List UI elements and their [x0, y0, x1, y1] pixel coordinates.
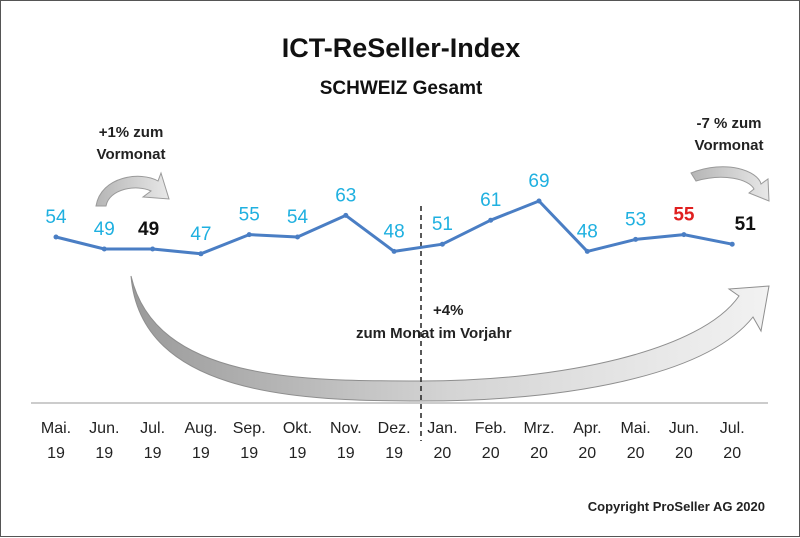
- month-change-arrow: [95, 171, 170, 207]
- data-label: 51: [432, 214, 453, 235]
- data-label: 55: [239, 205, 260, 226]
- data-point: [295, 234, 300, 240]
- data-point: [343, 212, 349, 218]
- x-tick-label: 20: [578, 445, 596, 462]
- data-point: [101, 246, 107, 252]
- x-tick-label: 19: [47, 445, 65, 462]
- data-label: 63: [335, 185, 356, 206]
- x-tick-label: 20: [530, 445, 548, 462]
- month-change-annotation-end: -7 % zum Vormonat: [695, 115, 764, 154]
- data-label: 53: [625, 209, 646, 230]
- data-label: 61: [480, 190, 501, 211]
- x-tick-label: Feb.: [475, 420, 507, 437]
- x-tick-label: Nov.: [330, 420, 362, 437]
- x-tick-label: 19: [289, 445, 307, 462]
- month-change-annotation: +1% zum Vormonat: [97, 124, 166, 163]
- month-change-line-1: +1% zum: [99, 124, 164, 141]
- data-point: [584, 248, 590, 254]
- x-tick-label: Mai.: [620, 420, 650, 437]
- data-label: 55: [673, 205, 695, 226]
- x-tick-label: Jun.: [669, 420, 699, 437]
- copyright-notice: Copyright ProSeller AG 2020: [588, 499, 765, 514]
- x-tick-label: 19: [385, 445, 403, 462]
- x-tick-label: 20: [675, 445, 693, 462]
- data-point: [729, 241, 735, 247]
- x-tick-label: Mai.: [41, 420, 71, 437]
- data-label: 54: [45, 207, 67, 228]
- month-change-arrow-end: [690, 166, 770, 202]
- data-point: [536, 198, 542, 204]
- x-tick-label: Dez.: [378, 420, 411, 437]
- x-tick-label: 19: [337, 445, 355, 462]
- year-comparison-arrow: [130, 275, 770, 402]
- x-tick-label: Apr.: [573, 420, 601, 437]
- data-marks: 54 49 49 47 55 54 63 48 51 61 69 48 53 55 51: [45, 171, 757, 257]
- data-point: [53, 234, 59, 240]
- x-tick-label: Aug.: [184, 420, 217, 437]
- data-label: 51: [735, 214, 757, 235]
- x-tick-label: Jan.: [427, 420, 457, 437]
- chart-title: ICT-ReSeller-Index: [282, 33, 521, 63]
- x-tick-label: Okt.: [283, 420, 312, 437]
- chart-subtitle: SCHWEIZ Gesamt: [320, 78, 483, 99]
- data-label: 48: [384, 221, 405, 242]
- data-point: [198, 251, 204, 257]
- data-point: [439, 241, 445, 247]
- data-label: 48: [577, 221, 598, 242]
- x-tick-label: 20: [723, 445, 741, 462]
- x-tick-label: 19: [240, 445, 258, 462]
- year-change-annotation: +4% zum Monat im Vorjahr: [356, 302, 512, 342]
- x-tick-label: Jul.: [140, 420, 165, 437]
- x-tick-label: 20: [627, 445, 645, 462]
- month-change-end-line-2: Vormonat: [695, 137, 764, 154]
- data-label: 49: [94, 219, 115, 240]
- x-tick-label: Mrz.: [523, 420, 554, 437]
- x-tick-label: 19: [95, 445, 113, 462]
- x-tick-label: Sep.: [233, 420, 266, 437]
- data-point: [488, 217, 494, 223]
- x-tick-labels: Mai. 19 Jun. 19 Jul. 19 Aug. 19 Sep. 19 Okt. 19 Nov.…: [41, 420, 745, 462]
- data-point: [391, 248, 397, 254]
- data-label: 69: [528, 171, 549, 192]
- data-label: 54: [287, 207, 309, 228]
- data-point: [246, 232, 252, 238]
- data-label: 49: [138, 219, 159, 240]
- x-tick-label: 20: [482, 445, 500, 462]
- data-label: 47: [190, 224, 211, 245]
- data-point: [633, 236, 639, 242]
- month-change-end-line-1: -7 % zum: [696, 115, 761, 132]
- x-tick-label: Jul.: [720, 420, 745, 437]
- data-point: [681, 232, 687, 238]
- x-tick-label: 19: [144, 445, 162, 462]
- data-point: [150, 246, 156, 252]
- month-change-line-2: Vormonat: [97, 146, 166, 163]
- year-change-line-1: +4%: [433, 302, 463, 319]
- x-tick-label: 20: [434, 445, 452, 462]
- x-tick-label: Jun.: [89, 420, 119, 437]
- x-tick-label: 19: [192, 445, 210, 462]
- year-change-line-2: zum Monat im Vorjahr: [356, 325, 512, 342]
